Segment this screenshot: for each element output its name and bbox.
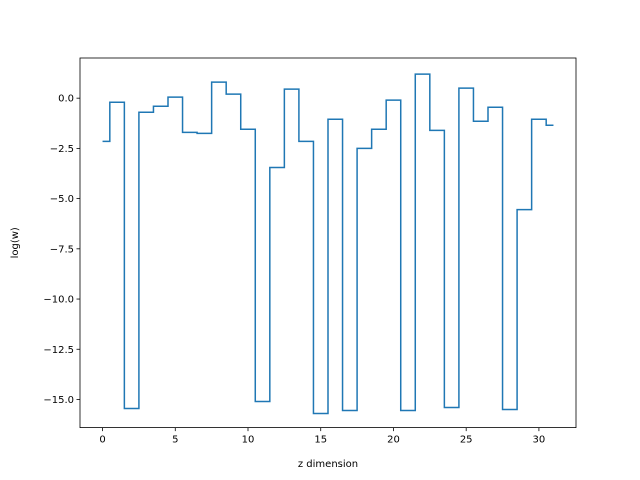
x-tick-label: 0 (99, 435, 105, 446)
y-tick-label: 0.0 (58, 94, 74, 105)
y-axis-ticks: 0.0 −2.5 −5.0 −7.5 −10.0 −12.5 −15.0 (43, 94, 80, 406)
x-axis-ticks: 0 5 10 15 20 25 30 (99, 427, 546, 446)
y-tick-label: −7.5 (50, 244, 74, 255)
x-tick-label: 30 (533, 435, 546, 446)
x-tick-label: 25 (460, 435, 473, 446)
y-tick-label: −12.5 (43, 345, 74, 356)
y-tick-label: −2.5 (50, 144, 74, 155)
x-tick-label: 20 (387, 435, 400, 446)
x-axis-label: z dimension (298, 459, 358, 470)
y-tick-label: −15.0 (43, 395, 74, 406)
y-tick-label: −5.0 (50, 194, 74, 205)
y-tick-label: −10.0 (43, 295, 74, 306)
x-tick-label: 10 (242, 435, 255, 446)
series-line (102, 73, 554, 415)
x-tick-label: 5 (172, 435, 178, 446)
plot-frame (79, 57, 577, 429)
x-tick-label: 15 (314, 435, 327, 446)
y-axis-label: log(w) (10, 227, 21, 258)
